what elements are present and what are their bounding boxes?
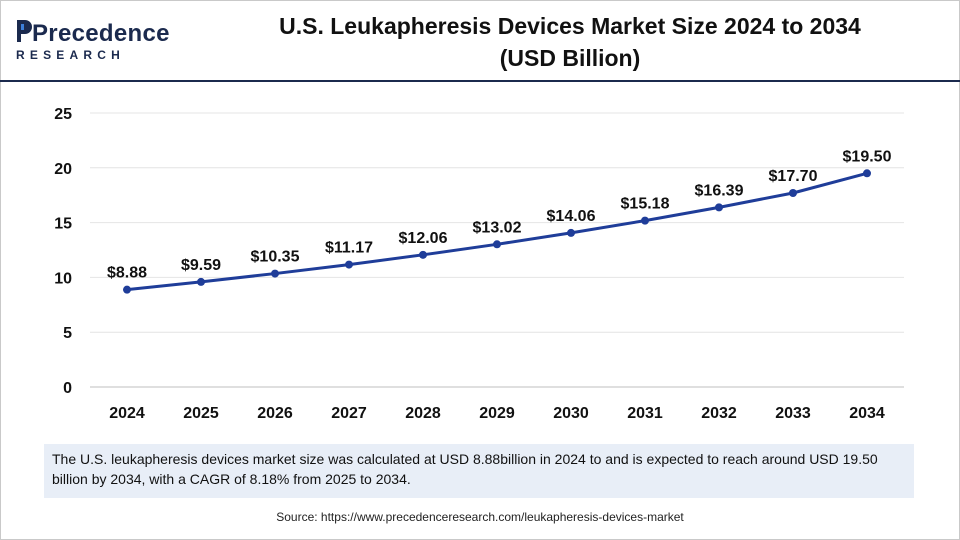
y-tick-label: 10 <box>54 270 72 287</box>
x-tick-label: 2024 <box>109 405 145 422</box>
data-point <box>863 169 871 178</box>
data-point <box>567 228 575 237</box>
data-label: $16.39 <box>695 182 744 199</box>
data-point <box>419 250 427 259</box>
data-label: $12.06 <box>399 230 448 247</box>
x-tick-label: 2029 <box>479 405 515 422</box>
x-tick-label: 2028 <box>405 405 441 422</box>
data-label: $13.02 <box>473 219 522 236</box>
data-point <box>789 189 797 198</box>
data-point <box>123 285 131 294</box>
data-label: $10.35 <box>251 249 300 266</box>
data-point <box>715 203 723 212</box>
x-tick-label: 2026 <box>257 405 293 422</box>
data-label: $17.70 <box>769 168 818 185</box>
data-point <box>345 260 353 269</box>
brand-sub: RESEARCH <box>16 48 125 62</box>
source-text: Source: https://www.precedenceresearch.c… <box>276 510 684 524</box>
data-point <box>641 216 649 225</box>
data-label: $11.17 <box>325 240 373 257</box>
brand-name: Precedence <box>32 20 170 47</box>
x-tick-label: 2033 <box>775 405 811 422</box>
data-label: $14.06 <box>547 208 596 225</box>
chart-title: U.S. Leukapheresis Devices Market Size 2… <box>190 10 950 74</box>
data-label: $15.18 <box>621 196 670 213</box>
header-divider <box>0 80 960 82</box>
data-label: $8.88 <box>107 265 147 282</box>
y-tick-label: 20 <box>54 161 72 178</box>
chart-title-line-2: (USD Billion) <box>499 45 641 71</box>
x-tick-label: 2031 <box>627 405 663 422</box>
x-tick-label: 2030 <box>553 405 589 422</box>
x-tick-label: 2025 <box>183 405 219 422</box>
logo-mark-icon <box>17 20 32 42</box>
data-point <box>493 240 501 249</box>
data-point <box>197 277 205 286</box>
x-tick-label: 2034 <box>849 405 885 422</box>
x-tick-label: 2032 <box>701 405 737 422</box>
y-tick-label: 5 <box>63 325 72 342</box>
y-tick-label: 0 <box>63 380 72 397</box>
data-label: $19.50 <box>843 148 892 165</box>
chart-title-line-1: U.S. Leukapheresis Devices Market Size 2… <box>279 13 861 39</box>
y-tick-label: 15 <box>54 216 72 233</box>
brand-logo: Precedence RESEARCH <box>14 14 169 64</box>
y-tick-label: 25 <box>54 106 72 123</box>
data-label: $9.59 <box>181 257 221 274</box>
data-point <box>271 269 279 278</box>
summary-note: The U.S. leukapheresis devices market si… <box>44 444 914 498</box>
x-tick-label: 2027 <box>331 405 367 422</box>
